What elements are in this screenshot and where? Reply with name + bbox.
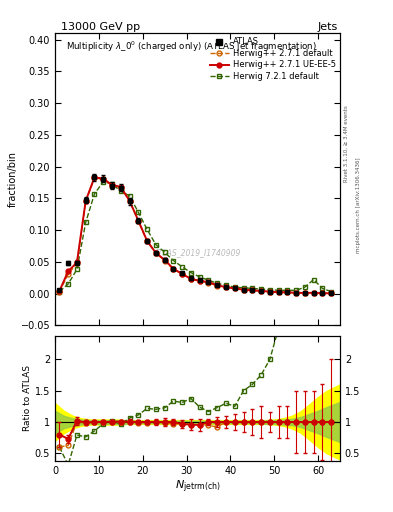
Legend: ATLAS, Herwig++ 2.7.1 default, Herwig++ 2.7.1 UE-EE-5, Herwig 7.2.1 default: ATLAS, Herwig++ 2.7.1 default, Herwig++ … xyxy=(210,37,336,81)
Text: ATLAS_2019_I1740909: ATLAS_2019_I1740909 xyxy=(154,248,241,257)
Y-axis label: Ratio to ATLAS: Ratio to ATLAS xyxy=(23,365,32,431)
Text: Rivet 3.1.10, ≥ 3.4M events: Rivet 3.1.10, ≥ 3.4M events xyxy=(344,105,349,182)
Text: Multiplicity $\lambda\_0^0$ (charged only) (ATLAS jet fragmentation): Multiplicity $\lambda\_0^0$ (charged onl… xyxy=(66,39,317,54)
X-axis label: $N_{\mathrm{jetrm(ch)}}$: $N_{\mathrm{jetrm(ch)}}$ xyxy=(174,478,220,495)
Text: 13000 GeV pp: 13000 GeV pp xyxy=(61,22,140,32)
Y-axis label: fraction/bin: fraction/bin xyxy=(8,151,18,207)
Text: mcplots.cern.ch [arXiv:1306.3436]: mcplots.cern.ch [arXiv:1306.3436] xyxy=(356,157,361,252)
Text: Jets: Jets xyxy=(318,22,338,32)
